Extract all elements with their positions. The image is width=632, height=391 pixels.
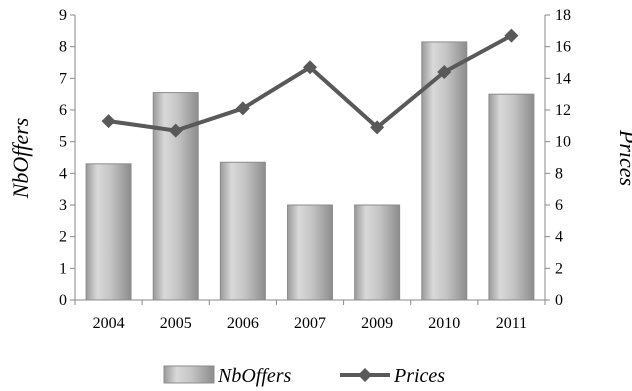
y-tick-label: 4 — [59, 165, 67, 182]
x-tick-label: 2005 — [160, 315, 192, 332]
x-tick-label: 2004 — [93, 315, 125, 332]
y2-tick-label: 2 — [555, 260, 563, 277]
y-tick-label: 3 — [59, 197, 67, 214]
bar — [85, 163, 132, 301]
y2-tick-label: 10 — [555, 134, 571, 151]
bar — [421, 41, 468, 301]
line-point — [504, 28, 519, 43]
legend-label-bar: NbOffers — [217, 365, 292, 387]
x-tick-label: 2009 — [361, 315, 393, 332]
y-tick-label: 1 — [59, 260, 67, 277]
x-tick-label: 2007 — [294, 315, 326, 332]
bar-series — [85, 41, 535, 301]
legend-label-line: Prices — [393, 365, 445, 387]
legend: NbOffers Prices — [163, 365, 445, 387]
y2-axis-title: Prices — [615, 129, 632, 186]
y2-tick-label: 12 — [555, 102, 571, 119]
y2-tick-label: 16 — [555, 39, 571, 56]
line-point — [437, 65, 452, 79]
y-tick-label: 6 — [59, 102, 67, 119]
y-tick-label: 9 — [59, 7, 67, 24]
y-tick-label: 0 — [59, 292, 67, 309]
line-point — [370, 120, 385, 135]
y2-tick-label: 6 — [555, 197, 563, 214]
y2-tick-label: 4 — [555, 229, 563, 246]
y2-tick-label: 18 — [555, 7, 571, 24]
y2-tick-label: 14 — [555, 70, 571, 87]
y-tick-label: 8 — [59, 39, 67, 56]
x-tick-label: 2010 — [428, 315, 460, 332]
line-point — [168, 123, 183, 138]
y2-tick-label: 0 — [555, 292, 563, 309]
y-tick-label: 5 — [59, 134, 67, 151]
y-tick-label: 2 — [59, 229, 67, 246]
legend-line-marker — [358, 368, 372, 382]
y-axis-title: NbOffers — [8, 118, 33, 200]
line-point — [101, 114, 116, 129]
y-tick-label: 7 — [59, 70, 67, 87]
y2-tick-label: 8 — [555, 165, 563, 182]
line-point — [303, 60, 317, 75]
x-tick-label: 2011 — [496, 315, 527, 332]
x-tick-label: 2006 — [227, 315, 259, 332]
legend-swatch-bar — [163, 365, 215, 384]
line-point — [235, 101, 250, 116]
bar — [354, 204, 401, 301]
bar — [219, 161, 266, 301]
bar — [287, 204, 333, 301]
bar — [488, 93, 535, 301]
line-series — [101, 28, 519, 138]
